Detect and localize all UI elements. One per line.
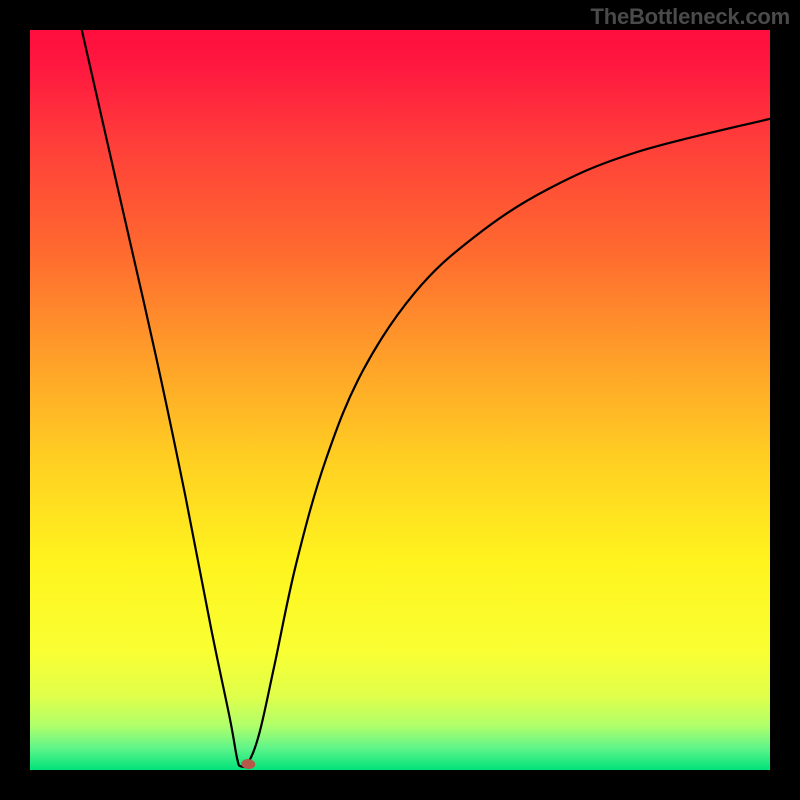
chart-container: TheBottleneck.com bbox=[0, 0, 800, 800]
watermark-text: TheBottleneck.com bbox=[590, 4, 790, 30]
bottleneck-chart-svg bbox=[0, 0, 800, 800]
chart-plot-area bbox=[30, 30, 770, 770]
